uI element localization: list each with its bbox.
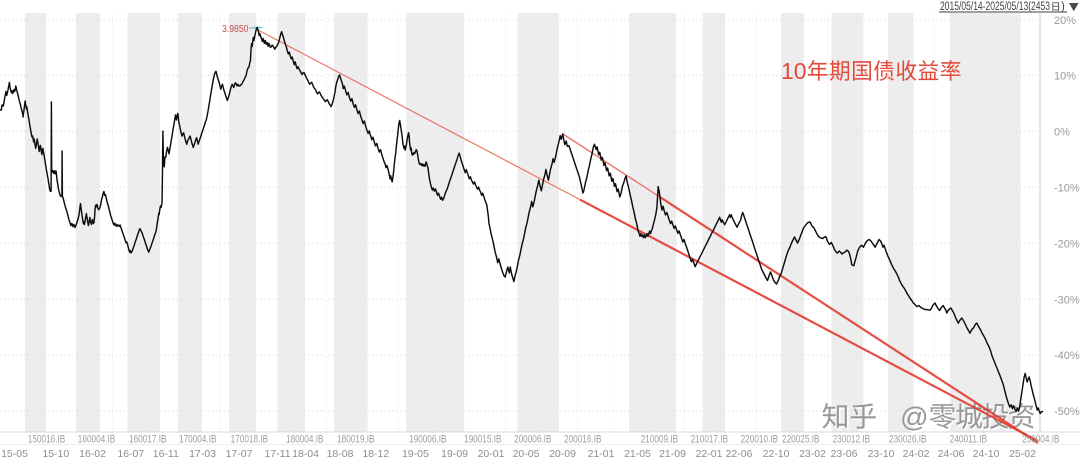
svg-text:17-03: 17-03 [189, 448, 216, 460]
svg-text:20%: 20% [1054, 15, 1076, 27]
svg-text:): ) [1061, 1, 1065, 13]
svg-text:240011.IB: 240011.IB [950, 434, 988, 446]
svg-text:10%: 10% [1054, 71, 1076, 83]
svg-text:220025.IB: 220025.IB [782, 434, 820, 446]
svg-text:20-01: 20-01 [478, 448, 505, 460]
svg-text:170018.IB: 170018.IB [231, 434, 269, 446]
svg-text:3.9850: 3.9850 [222, 24, 249, 35]
svg-text:160004.IB: 160004.IB [78, 434, 116, 446]
svg-text:15-10: 15-10 [42, 448, 69, 460]
svg-text:@: @ [902, 403, 930, 434]
svg-text:21-05: 21-05 [624, 448, 651, 460]
svg-text:170004.IB: 170004.IB [179, 434, 217, 446]
svg-text:-40%: -40% [1054, 350, 1080, 362]
svg-text:17-07: 17-07 [226, 448, 253, 460]
svg-text:24-06: 24-06 [938, 448, 965, 460]
svg-text:23-02: 23-02 [799, 448, 826, 460]
svg-text:180019.IB: 180019.IB [337, 434, 375, 446]
svg-text:19-05: 19-05 [402, 448, 429, 460]
svg-text:22-01: 22-01 [696, 448, 723, 460]
svg-text:16-11: 16-11 [153, 448, 179, 460]
svg-text:180004.IB: 180004.IB [286, 434, 324, 446]
svg-text:23-06: 23-06 [831, 448, 858, 460]
svg-text:200016.IB: 200016.IB [564, 434, 602, 446]
svg-text:210009.IB: 210009.IB [641, 434, 679, 446]
svg-text:250004.IB: 250004.IB [1022, 434, 1060, 446]
svg-text:-30%: -30% [1054, 294, 1080, 306]
svg-text:160017.IB: 160017.IB [129, 434, 167, 446]
svg-text:24-02: 24-02 [903, 448, 930, 460]
svg-text:22-06: 22-06 [726, 448, 753, 460]
svg-text:17-11: 17-11 [264, 448, 290, 460]
svg-text:18-04: 18-04 [292, 448, 319, 460]
svg-text:@: @ [900, 402, 928, 433]
svg-text:24-10: 24-10 [973, 448, 1000, 460]
svg-text:25-02: 25-02 [1009, 448, 1036, 460]
svg-text:210017.IB: 210017.IB [691, 434, 729, 446]
svg-text:21-09: 21-09 [659, 448, 686, 460]
svg-text:150016.IB: 150016.IB [28, 434, 66, 446]
svg-text:19-09: 19-09 [441, 448, 468, 460]
svg-text:220010.IB: 220010.IB [741, 434, 779, 446]
svg-text:20-05: 20-05 [513, 448, 540, 460]
svg-text:22-10: 22-10 [763, 448, 790, 460]
svg-text:16-02: 16-02 [79, 448, 106, 460]
svg-text:190015.IB: 190015.IB [464, 434, 502, 446]
svg-text:21-01: 21-01 [588, 448, 615, 460]
svg-text:18-12: 18-12 [362, 448, 389, 460]
svg-text:230026.IB: 230026.IB [889, 434, 927, 446]
svg-text:-50%: -50% [1054, 406, 1080, 418]
svg-text:20-09: 20-09 [549, 448, 576, 460]
svg-text:23-10: 23-10 [868, 448, 895, 460]
svg-text:2015/05/14-2025/05/13(2453: 2015/05/14-2025/05/13(2453 [940, 1, 1050, 13]
svg-text:230012.IB: 230012.IB [833, 434, 871, 446]
svg-text:200006.IB: 200006.IB [514, 434, 552, 446]
svg-text:16-07: 16-07 [117, 448, 144, 460]
svg-text:10: 10 [781, 58, 807, 84]
svg-text:18-08: 18-08 [327, 448, 354, 460]
svg-text:-20%: -20% [1054, 238, 1080, 250]
svg-text:15-05: 15-05 [1, 448, 28, 460]
svg-text:-10%: -10% [1054, 183, 1080, 195]
svg-text:190006.IB: 190006.IB [409, 434, 447, 446]
svg-text:0%: 0% [1054, 127, 1070, 139]
